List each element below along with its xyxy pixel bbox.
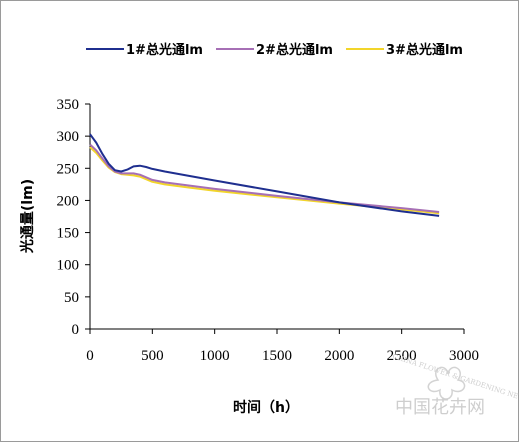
- x-tick-label: 2500: [387, 348, 417, 364]
- y-tick-label: 150: [57, 226, 80, 242]
- legend-label-series-1: 1#总光通lm: [126, 42, 203, 58]
- legend: 1#总光通lm 2#总光通lm 3#总光通lm: [86, 42, 463, 58]
- y-tick-label: 300: [57, 129, 80, 145]
- y-tick-label: 350: [57, 97, 80, 113]
- series-line-3: [89, 146, 440, 215]
- y-axis-title: 光通量(lm): [19, 179, 36, 254]
- y-tick-label: 250: [57, 161, 80, 177]
- x-axis-title: 时间（h）: [233, 399, 299, 416]
- x-axis-ticks: 0 500 1000 1500 2000 2500 3000: [86, 329, 479, 364]
- legend-label-series-2: 2#总光通lm: [256, 42, 333, 58]
- legend-label-series-3: 3#总光通lm: [386, 42, 463, 58]
- x-tick-label: 500: [141, 348, 164, 364]
- y-tick-label: 200: [57, 193, 80, 209]
- watermark-site-name: 中国花卉网: [395, 397, 485, 418]
- y-axis-ticks: 0 50 100 150 200 250 300 350: [57, 97, 90, 338]
- x-tick-label: 2000: [324, 348, 354, 364]
- series-lines: [89, 133, 440, 217]
- y-tick-label: 50: [64, 290, 79, 306]
- flower-logo-icon: [427, 366, 466, 400]
- series-line-2: [89, 143, 440, 213]
- y-tick-label: 100: [57, 258, 80, 274]
- x-tick-label: 1500: [262, 348, 292, 364]
- series-line-1: [89, 133, 440, 217]
- x-tick-label: 1000: [200, 348, 230, 364]
- x-tick-label: 3000: [449, 348, 479, 364]
- y-tick-label: 0: [72, 322, 80, 338]
- x-tick-label: 0: [86, 348, 94, 364]
